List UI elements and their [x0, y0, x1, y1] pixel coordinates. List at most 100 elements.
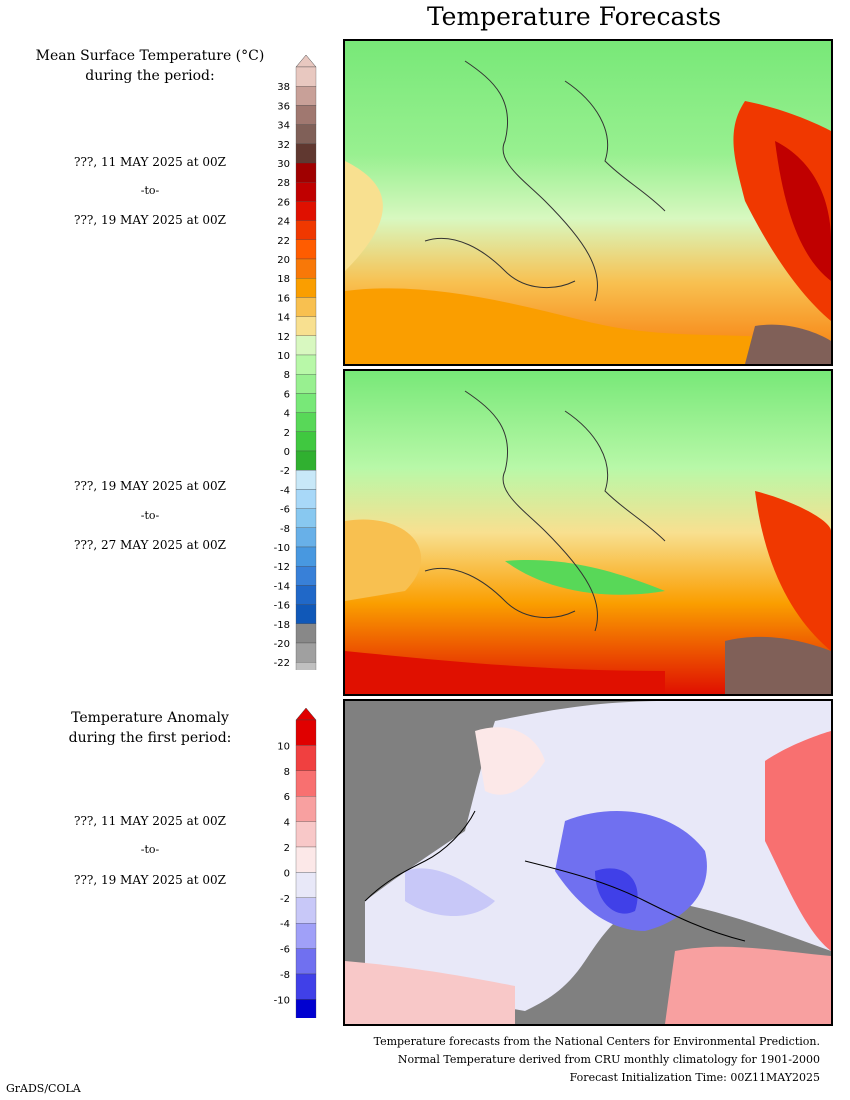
colorbar-swatch	[295, 124, 317, 144]
colorbar-swatch	[295, 220, 317, 240]
mean-temp-legend-title: Mean Surface Temperature (°C) during the…	[20, 46, 280, 86]
colorbar-swatch	[295, 258, 317, 279]
colorbar-swatch	[295, 948, 317, 975]
colorbar-tick-label: -10	[274, 543, 290, 554]
colorbar-swatch	[295, 642, 317, 663]
colorbar-tick-label: -20	[274, 639, 290, 650]
colorbar-swatch	[295, 897, 317, 924]
colorbar-tick-label: -10	[274, 995, 290, 1006]
period2-start: ???, 19 MAY 2025 at 00Z	[74, 479, 226, 493]
colorbar-tick-label: 12	[277, 332, 290, 343]
colorbar-swatch	[295, 374, 317, 394]
colorbar-tick-label: 10	[277, 351, 290, 362]
colorbar-swatch	[295, 604, 317, 624]
period1-end: ???, 19 MAY 2025 at 00Z	[74, 213, 226, 227]
footer-line2: Normal Temperature derived from CRU mont…	[397, 1053, 820, 1066]
anomaly-colorbar: 10 8 6 4 2 0 -2 -4 -6 -8 -10	[274, 708, 317, 1018]
colorbar-tick-label: -12	[274, 562, 290, 573]
colorbar-tick-label: 36	[277, 101, 290, 112]
colorbar-swatch	[295, 623, 317, 644]
map-panel-anomaly	[343, 699, 833, 1026]
colorbar-tick-label: -22	[274, 658, 290, 669]
colorbar-tick-label: 0	[284, 447, 290, 458]
colorbar-swatch	[295, 999, 317, 1018]
colorbar-swatch	[295, 162, 317, 183]
map-panel-period2	[343, 369, 833, 696]
colorbar-swatch	[295, 546, 317, 567]
colorbar-swatch	[295, 105, 317, 125]
period3-to: -to-	[140, 843, 160, 856]
colorbar-swatch	[295, 143, 317, 164]
colorbar-swatch	[295, 278, 317, 298]
colorbar-swatch	[295, 86, 317, 106]
colorbar-tick-label: -18	[274, 620, 290, 631]
page-title: Temperature Forecasts	[426, 2, 722, 31]
colorbar-tick-label: -6	[280, 505, 290, 516]
mean-temp-colorbar: 38363432302826242220181614121086420-2-4-…	[274, 55, 317, 670]
mean-temp-title-line2: during the period:	[85, 68, 215, 84]
colorbar-tick-label: -14	[274, 581, 290, 592]
colorbar-swatch	[295, 527, 317, 548]
colorbar-swatch	[295, 66, 317, 87]
colorbar-swatch	[295, 450, 317, 471]
colorbar-swatch	[295, 662, 317, 670]
colorbar-swatch	[295, 566, 317, 586]
colorbar-swatch	[295, 745, 317, 771]
colorbar-tick-label: 6	[284, 389, 290, 400]
footer-line3: Forecast Initialization Time: 00Z11MAY20…	[569, 1071, 820, 1084]
colorbar-tick-label: -2	[280, 894, 290, 905]
mean-temp-title-line1: Mean Surface Temperature (°C)	[35, 48, 265, 64]
colorbar-tick-label: 0	[284, 868, 290, 879]
colorbar-swatch	[295, 316, 317, 336]
colorbar-swatch	[295, 201, 317, 221]
colorbar-tick-label: -4	[280, 485, 290, 496]
colorbar-tick-label: -6	[280, 945, 290, 956]
anomaly-map	[345, 701, 831, 1024]
colorbar-tick-label: -8	[280, 524, 290, 535]
colorbar-swatch	[295, 719, 317, 746]
colorbar-tick-label: 38	[277, 82, 290, 93]
colorbar-tick-label: 20	[277, 255, 290, 266]
anomaly-title-line2: during the first period:	[68, 730, 232, 746]
colorbar-swatch	[295, 431, 317, 452]
period1-start: ???, 11 MAY 2025 at 00Z	[74, 155, 226, 169]
colorbar-tick-label: 4	[284, 409, 290, 420]
temp-map-period1	[345, 41, 831, 364]
colorbar-swatch	[295, 973, 317, 1000]
colorbar-swatch	[295, 821, 317, 848]
colorbar-swatch	[295, 923, 317, 949]
colorbar-tick-label: 4	[284, 818, 290, 829]
colorbar-swatch	[295, 489, 317, 509]
colorbar-swatch	[295, 770, 317, 797]
colorbar-top-arrow	[295, 708, 317, 721]
colorbar-tick-label: 26	[277, 197, 290, 208]
colorbar-tick-label: -4	[280, 919, 290, 930]
colorbar-top-arrow	[295, 55, 317, 68]
colorbar-swatch	[295, 585, 317, 605]
colorbar-tick-label: 32	[277, 140, 290, 151]
colorbar-swatch	[295, 182, 317, 202]
colorbar-tick-label: 22	[277, 236, 290, 247]
colorbar-tick-label: -2	[280, 466, 290, 477]
colorbar-swatch	[295, 297, 317, 317]
colorbar-tick-label: 6	[284, 792, 290, 803]
temp-map-period2	[345, 371, 831, 694]
colorbar-tick-label: 18	[277, 274, 290, 285]
colorbar-swatch	[295, 239, 317, 260]
colorbar-tick-label: 8	[284, 370, 290, 381]
anomaly-title-line1: Temperature Anomaly	[71, 710, 229, 726]
colorbar-tick-label: 34	[277, 121, 290, 132]
colorbar-tick-label: 2	[284, 428, 290, 439]
colorbar-tick-label: 28	[277, 178, 290, 189]
map-panel-period1	[343, 39, 833, 366]
colorbar-swatch	[295, 393, 317, 413]
colorbar-tick-label: 14	[277, 313, 290, 324]
colorbar-swatch	[295, 872, 317, 898]
period3-end: ???, 19 MAY 2025 at 00Z	[74, 873, 226, 887]
period2-end: ???, 27 MAY 2025 at 00Z	[74, 538, 226, 552]
anomaly-legend-title: Temperature Anomaly during the first per…	[20, 708, 280, 748]
colorbar-tick-label: 10	[277, 741, 290, 752]
period3-start: ???, 11 MAY 2025 at 00Z	[74, 814, 226, 828]
colorbar-tick-label: 8	[284, 767, 290, 778]
colorbar-swatch	[295, 508, 317, 528]
